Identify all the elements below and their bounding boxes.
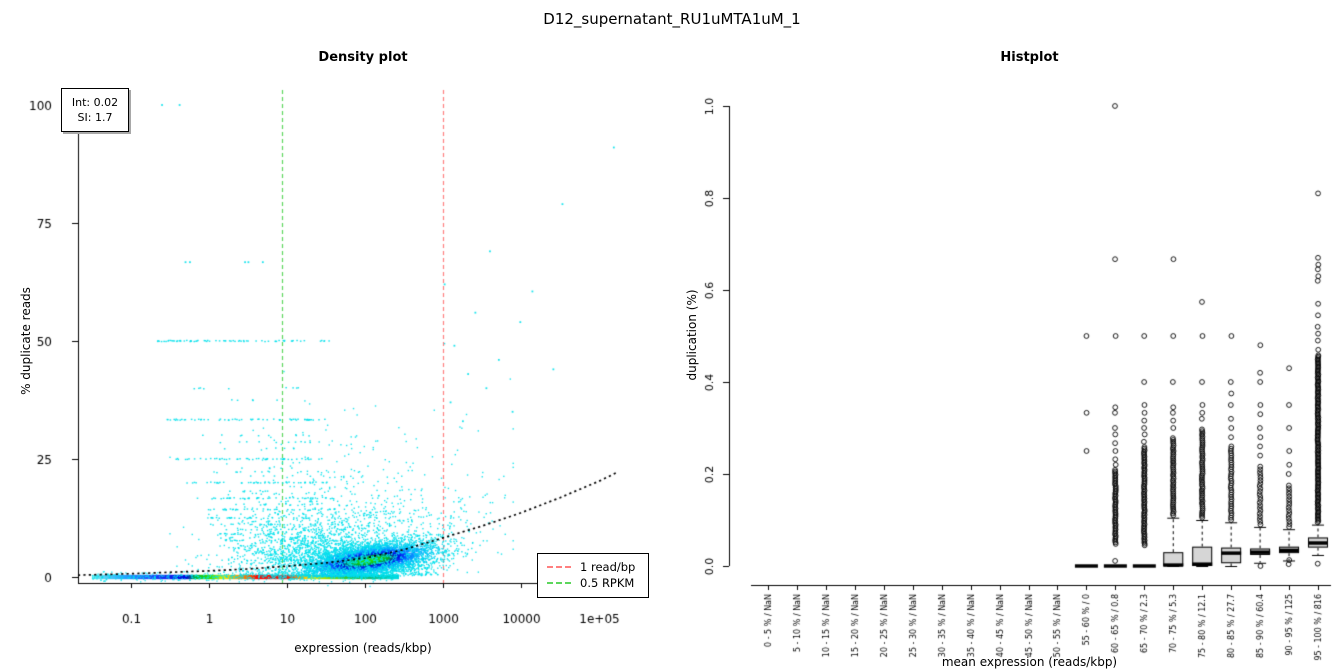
page-title: D12_supernatant_RU1uMTA1uM_1 bbox=[543, 10, 801, 28]
histplot-title: Histplot bbox=[1000, 50, 1059, 65]
stats-annotation-box: Int: 0.02 SI: 1.7 bbox=[61, 88, 129, 132]
density-plot-title: Density plot bbox=[318, 50, 408, 65]
legend-item: 0.5 RPKM bbox=[547, 575, 648, 591]
legend-item: 1 read/bp bbox=[547, 559, 648, 575]
density-y-axis-label: % duplicate reads bbox=[19, 287, 33, 395]
density-x-axis-label: expression (reads/kbp) bbox=[294, 641, 432, 655]
annotation-intercept: Int: 0.02 bbox=[71, 96, 119, 109]
reference-lines-legend: 1 read/bp 0.5 RPKM bbox=[537, 553, 649, 598]
legend-item-label: 1 read/bp bbox=[580, 560, 636, 574]
legend-item-label: 0.5 RPKM bbox=[580, 576, 635, 590]
annotation-slope-index: SI: 1.7 bbox=[77, 111, 113, 124]
legend-dash-swatch bbox=[547, 582, 571, 584]
histplot-y-axis-label: duplication (%) bbox=[685, 289, 699, 381]
histplot-x-axis-label: mean expression (reads/kbp) bbox=[941, 655, 1118, 669]
legend-dash-swatch bbox=[547, 566, 571, 568]
